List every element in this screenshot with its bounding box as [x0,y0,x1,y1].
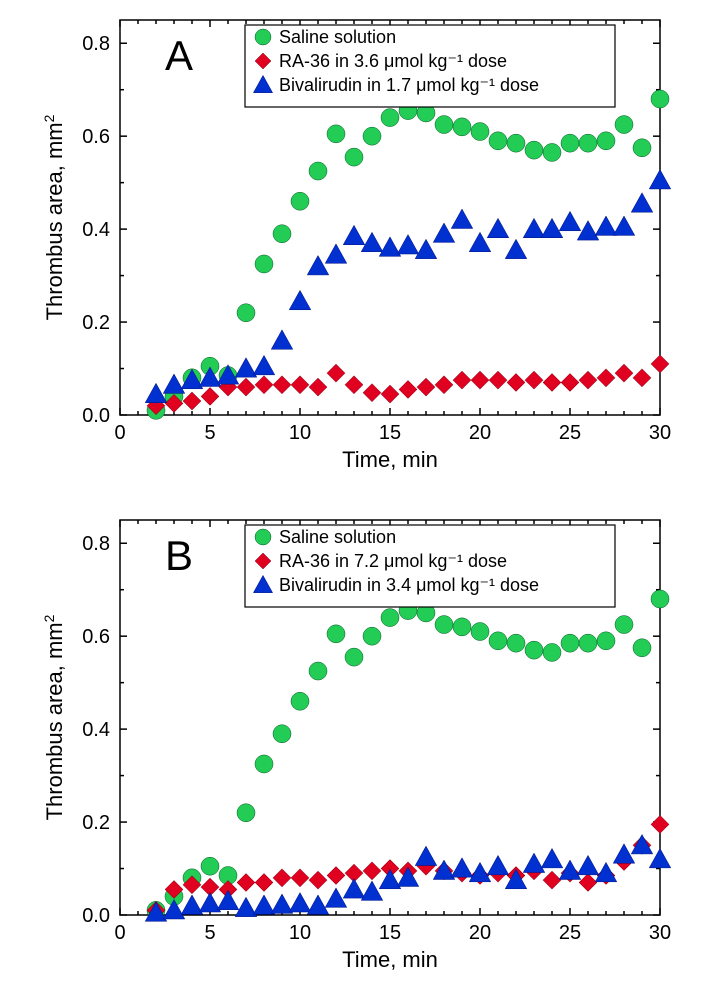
svg-text:0.6: 0.6 [82,626,110,648]
x-axis-label: Time, min [342,947,438,972]
series-ra36 [147,355,669,415]
svg-text:0: 0 [114,922,125,944]
svg-text:25: 25 [559,422,581,444]
svg-text:10: 10 [289,422,311,444]
panel-letter: A [165,32,193,79]
svg-text:0.4: 0.4 [82,719,110,741]
svg-text:15: 15 [379,422,401,444]
svg-text:0.2: 0.2 [82,812,110,834]
svg-text:0.8: 0.8 [82,33,110,55]
svg-text:20: 20 [469,922,491,944]
chart-B: 0 5 10 15 20 25 30 0.0 0.2 0.4 0.6 0.8 Time, min Thro… [40,510,680,980]
legend-label: Saline solution [279,527,396,547]
svg-text:0.8: 0.8 [82,533,110,555]
legend-label: RA-36 in 3.6 μmol kg⁻¹ dose [279,51,507,71]
legend-label: Bivalirudin in 3.4 μmol kg⁻¹ dose [279,575,539,595]
svg-text:20: 20 [469,422,491,444]
svg-text:0.4: 0.4 [82,219,110,241]
svg-text:25: 25 [559,922,581,944]
panel-a: 0 5 10 15 20 25 30 0.0 0.2 0.4 0.6 0.8 Time, min Thro… [40,10,680,480]
svg-text:0.0: 0.0 [82,405,110,427]
legend-label: Bivalirudin in 1.7 μmol kg⁻¹ dose [279,75,539,95]
panel-letter: B [165,532,193,579]
legend-label: RA-36 in 7.2 μmol kg⁻¹ dose [279,551,507,571]
svg-text:0.0: 0.0 [82,905,110,927]
svg-text:30: 30 [649,922,671,944]
svg-text:0.6: 0.6 [82,126,110,148]
y-axis-label: Thrombus area, mm2 [41,114,67,320]
chart-A: 0 5 10 15 20 25 30 0.0 0.2 0.4 0.6 0.8 Time, min Thro… [40,10,680,480]
svg-text:5: 5 [204,922,215,944]
svg-text:5: 5 [204,422,215,444]
svg-text:15: 15 [379,922,401,944]
svg-text:0: 0 [114,422,125,444]
x-axis-label: Time, min [342,447,438,472]
legend-label: Saline solution [279,27,396,47]
svg-text:10: 10 [289,922,311,944]
svg-text:0.2: 0.2 [82,312,110,334]
y-axis-label: Thrombus area, mm2 [41,614,67,820]
panel-b: 0 5 10 15 20 25 30 0.0 0.2 0.4 0.6 0.8 Time, min Thro… [40,510,680,980]
figure: 0 5 10 15 20 25 30 0.0 0.2 0.4 0.6 0.8 Time, min Thro… [0,0,709,1000]
svg-text:30: 30 [649,422,671,444]
